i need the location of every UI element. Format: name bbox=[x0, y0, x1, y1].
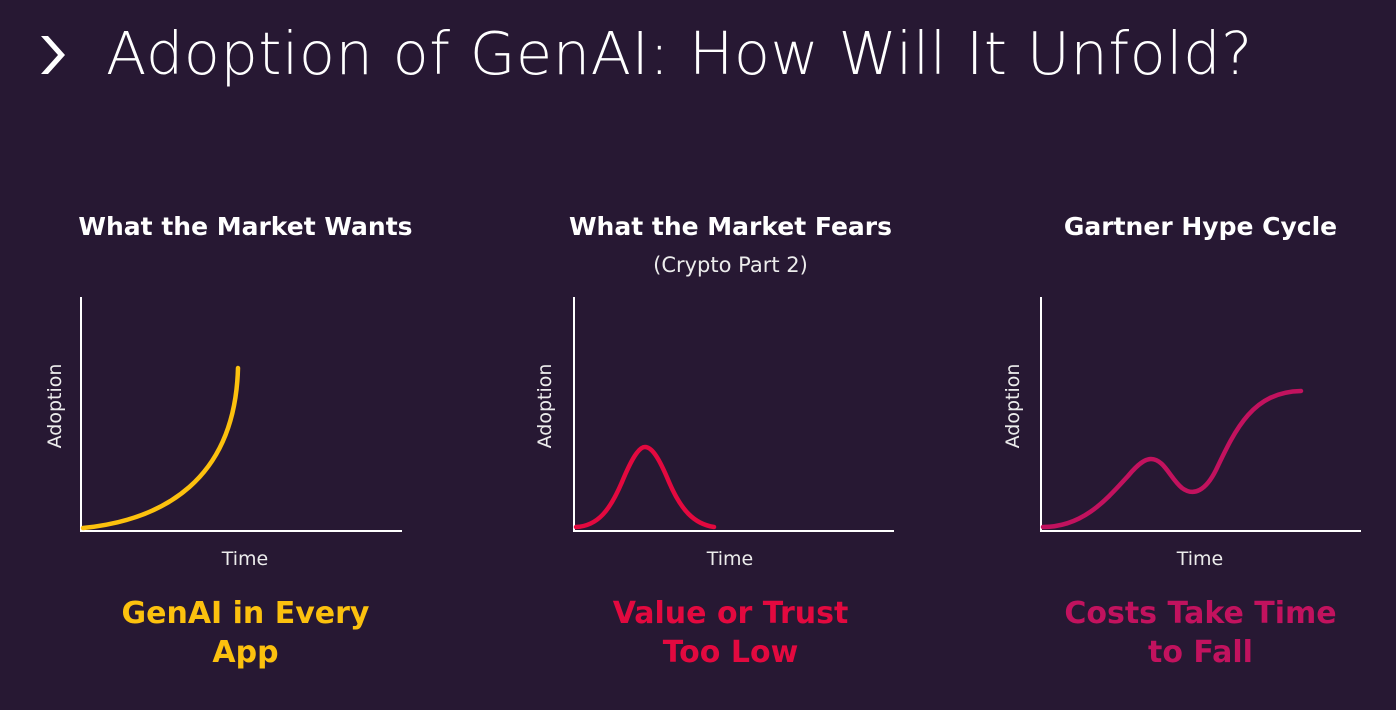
page-title: Adoption of GenAI: How Will It Unfold? bbox=[106, 19, 1253, 88]
panel-heading: What the Market Wants bbox=[78, 212, 413, 241]
chevron-right-icon bbox=[41, 36, 65, 74]
x-axis-label: Time bbox=[706, 548, 754, 570]
outcome-text: GenAI in Every App bbox=[121, 596, 370, 670]
panel-market-fears: What the Market Fears (Crypto Part 2) Ad… bbox=[498, 0, 963, 710]
panel-hype-cycle: Gartner Hype Cycle Adoption Time Costs T… bbox=[968, 0, 1396, 710]
chart-market-wants bbox=[80, 297, 402, 532]
y-axis-label: Adoption bbox=[44, 363, 66, 449]
title-row: Adoption of GenAI: How Will It Unfold? bbox=[0, 0, 1396, 110]
chart-market-fears bbox=[573, 297, 894, 532]
outcome-text: Costs Take Time to Fall bbox=[1064, 596, 1337, 670]
adoption-curve bbox=[573, 444, 717, 530]
y-axis-label: Adoption bbox=[534, 363, 556, 449]
adoption-curve bbox=[80, 365, 241, 531]
outcome-text: Value or Trust Too Low bbox=[612, 596, 849, 670]
adoption-curve bbox=[1040, 388, 1304, 530]
panel-market-wants: What the Market Wants Adoption Time GenA… bbox=[13, 0, 478, 710]
panel-heading: Gartner Hype Cycle bbox=[1063, 212, 1338, 241]
y-axis-label: Adoption bbox=[1002, 363, 1024, 449]
panel-subheading: (Crypto Part 2) bbox=[653, 253, 808, 277]
panel-heading: What the Market Fears bbox=[568, 212, 893, 241]
x-axis-label: Time bbox=[1176, 548, 1224, 570]
x-axis-label: Time bbox=[221, 548, 269, 570]
chart-hype-cycle bbox=[1040, 297, 1361, 532]
